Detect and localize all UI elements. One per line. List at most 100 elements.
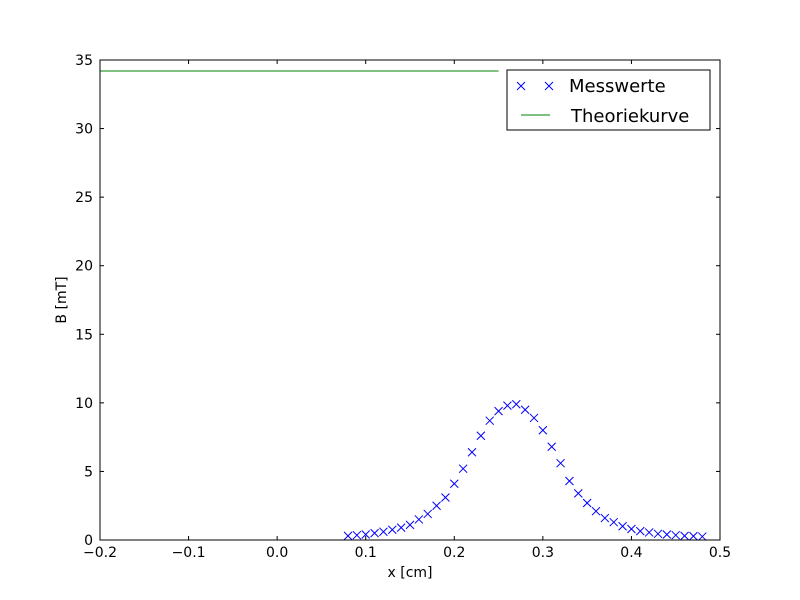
data-point-stroke xyxy=(556,458,565,468)
data-point-stroke xyxy=(432,501,441,511)
data-point xyxy=(379,527,388,537)
data-point-stroke xyxy=(476,431,486,441)
y-tick-label: 25 xyxy=(75,190,93,206)
x-axis-label: x [cm] xyxy=(388,565,433,581)
data-point xyxy=(352,530,362,540)
legend-marker-messwerte xyxy=(516,81,554,91)
data-point xyxy=(582,498,592,508)
data-point-stroke xyxy=(662,530,672,539)
data-point xyxy=(591,506,601,516)
data-point xyxy=(529,413,539,423)
data-point xyxy=(494,406,503,416)
data-point-stroke xyxy=(582,498,592,508)
data-point xyxy=(485,416,495,426)
data-point-stroke xyxy=(697,532,707,541)
data-point xyxy=(414,515,424,524)
data-point-stroke xyxy=(591,506,601,516)
data-point xyxy=(511,399,521,409)
y-tick-label: 5 xyxy=(84,464,93,480)
data-point xyxy=(697,532,707,541)
x-tick-label: 0.5 xyxy=(709,545,731,561)
data-point xyxy=(449,479,459,489)
data-point-stroke xyxy=(485,416,495,426)
data-point-stroke xyxy=(503,401,512,410)
data-layer xyxy=(100,70,707,541)
data-point-stroke xyxy=(671,530,681,540)
y-tick-label: 0 xyxy=(84,533,93,549)
legend-label-theoriekurve: Theoriekurve xyxy=(570,106,689,127)
y-tick-label: 20 xyxy=(75,259,93,275)
data-point xyxy=(441,493,450,502)
data-point xyxy=(467,447,477,457)
data-point-stroke xyxy=(529,413,539,423)
plot-frame xyxy=(99,59,721,541)
data-point xyxy=(671,530,681,540)
legend: Messwerte Theoriekurve xyxy=(506,69,711,131)
data-point-stroke xyxy=(600,513,610,523)
data-point xyxy=(343,531,353,541)
data-point-stroke xyxy=(449,479,459,489)
y-tick-labels: 0 5 10 15 20 25 30 35 xyxy=(75,53,93,549)
data-point xyxy=(520,405,530,415)
data-point-stroke xyxy=(343,531,353,541)
y-axis-label: B [mT] xyxy=(54,276,70,323)
data-point xyxy=(503,401,512,410)
data-point-stroke xyxy=(458,464,468,474)
plot-area xyxy=(100,60,720,540)
data-point-stroke xyxy=(441,493,450,502)
data-point xyxy=(689,531,698,541)
data-point-stroke xyxy=(653,529,663,539)
data-point-stroke xyxy=(689,531,698,541)
data-point-stroke xyxy=(635,526,645,536)
data-point xyxy=(618,521,627,531)
data-point-stroke xyxy=(405,520,415,530)
x-tick-label: −0.2 xyxy=(83,545,117,561)
data-point-stroke xyxy=(618,521,627,531)
data-point xyxy=(662,530,672,539)
data-point xyxy=(370,528,379,538)
x-tick-label: 0.4 xyxy=(620,545,642,561)
data-point xyxy=(423,509,433,519)
legend-marker-stroke xyxy=(544,81,554,91)
data-point-stroke xyxy=(520,405,530,415)
legend-label-messwerte: Messwerte xyxy=(569,76,666,97)
data-point xyxy=(476,431,486,441)
data-point xyxy=(405,520,415,530)
data-point-stroke xyxy=(538,425,548,435)
data-point xyxy=(600,513,610,523)
data-point xyxy=(609,517,619,527)
data-point xyxy=(680,531,689,541)
data-point xyxy=(538,425,548,435)
x-tick-labels: −0.2 −0.1 0.0 0.1 0.2 0.3 0.4 0.5 xyxy=(83,545,731,561)
data-point-stroke xyxy=(467,447,477,457)
data-point xyxy=(653,529,663,539)
data-point-stroke xyxy=(423,509,433,519)
x-tick-label: 0.2 xyxy=(443,545,465,561)
data-point-stroke xyxy=(352,530,362,540)
data-point xyxy=(573,489,583,498)
data-point-stroke xyxy=(387,525,397,535)
data-point-stroke xyxy=(547,442,557,452)
y-tick-label: 10 xyxy=(75,396,93,412)
data-point xyxy=(432,501,441,511)
data-point-stroke xyxy=(609,517,619,527)
data-point xyxy=(361,530,371,539)
data-point xyxy=(547,442,557,452)
data-point xyxy=(387,525,397,535)
data-point-stroke xyxy=(573,489,583,498)
data-point xyxy=(458,464,468,474)
x-tick-label: 0.0 xyxy=(266,545,288,561)
data-point-stroke xyxy=(680,531,689,541)
data-point-stroke xyxy=(414,515,424,524)
data-point-stroke xyxy=(361,530,371,539)
legend-box xyxy=(506,69,711,131)
data-point-stroke xyxy=(565,476,574,486)
data-point xyxy=(565,476,574,486)
data-point-stroke xyxy=(370,528,379,538)
data-point-stroke xyxy=(379,527,388,537)
data-point xyxy=(396,523,406,533)
x-tick-label: −0.1 xyxy=(172,545,206,561)
data-point xyxy=(627,524,636,534)
legend-marker-stroke xyxy=(516,81,526,91)
